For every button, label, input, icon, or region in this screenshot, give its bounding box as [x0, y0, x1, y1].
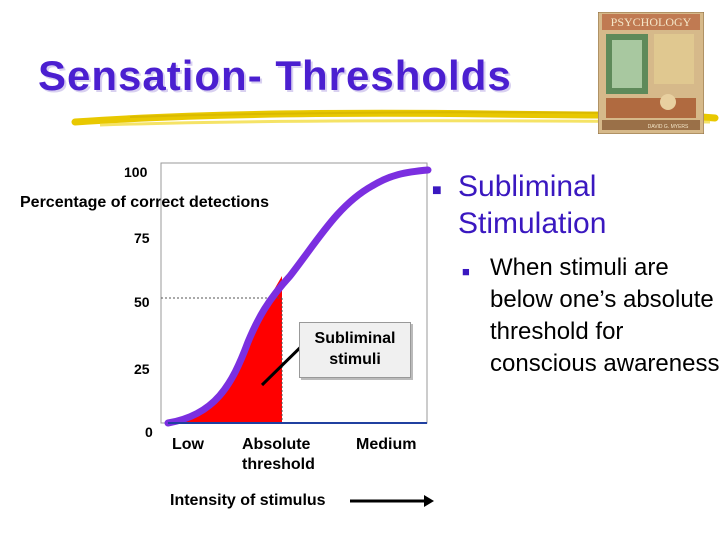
- sub-bullet-square-icon: ■: [462, 264, 470, 279]
- book-title-text: PSYCHOLOGY: [611, 15, 692, 29]
- bullet-main-text: Subliminal Stimulation: [458, 170, 607, 240]
- y-tick-0: 0: [145, 424, 153, 440]
- y-tick-75: 75: [134, 230, 150, 246]
- y-axis-label: Percentage of correct detections: [20, 194, 269, 211]
- subliminal-stimuli-callout: Subliminal stimuli: [299, 322, 411, 378]
- x-label-medium: Medium: [356, 436, 417, 453]
- detection-curve: [164, 166, 432, 427]
- y-tick-25: 25: [134, 361, 150, 377]
- intensity-arrow-head: [424, 495, 434, 507]
- slide-title: Sensation- Thresholds: [38, 52, 512, 99]
- x-label-absolute-threshold: Absolute threshold: [242, 436, 315, 473]
- bullet-square-icon: ■: [432, 182, 442, 199]
- textbook-cover-image: PSYCHOLOGY DAVID G. MYERS: [598, 12, 704, 134]
- y-tick-100: 100: [124, 164, 148, 180]
- book-author-text: DAVID G. MYERS: [648, 124, 689, 130]
- bullet-sub-text: When stimuli are below one’s absolute th…: [490, 254, 720, 377]
- x-label-low: Low: [172, 436, 204, 453]
- subliminal-area: [168, 276, 282, 423]
- x-axis-title: Intensity of stimulus: [170, 492, 326, 509]
- plot-frame: [160, 162, 428, 424]
- y-tick-50: 50: [134, 294, 150, 310]
